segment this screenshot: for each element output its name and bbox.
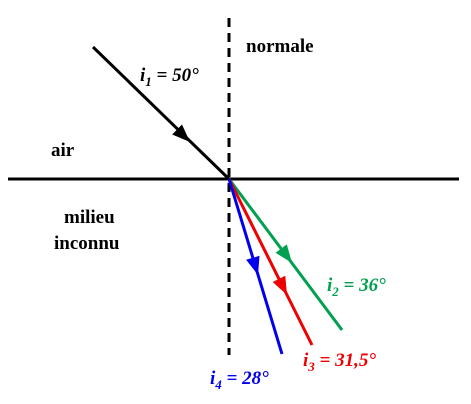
- arrow: [246, 255, 260, 275]
- angle-label: i4 = 28°: [210, 368, 269, 392]
- arrow: [172, 124, 190, 142]
- angle-label: i3 = 31,5°: [303, 350, 376, 374]
- medium-label: milieu: [64, 207, 115, 228]
- subscript: 3: [307, 359, 315, 374]
- subscript: 4: [214, 377, 222, 392]
- incident-ray: [91, 45, 231, 181]
- symbol: i: [140, 65, 146, 86]
- arrow: [272, 275, 287, 295]
- angle-label: i2 = 36°: [327, 275, 386, 299]
- symbol: i: [303, 350, 309, 371]
- normal-label: normale: [246, 36, 314, 57]
- symbol: i: [327, 275, 333, 296]
- red-ray: [227, 178, 314, 346]
- subscript: 1: [145, 74, 152, 89]
- medium-label: inconnu: [54, 233, 120, 254]
- angle: = 31,5°: [315, 350, 377, 371]
- angle: = 50°: [152, 65, 199, 86]
- symbol: i: [210, 368, 216, 389]
- angle-label: i1 = 50°: [140, 65, 199, 89]
- air-label: air: [51, 140, 75, 161]
- subscript: 2: [331, 284, 339, 299]
- angle: = 28°: [222, 368, 269, 389]
- arrow: [275, 244, 292, 263]
- angle: = 36°: [339, 275, 386, 296]
